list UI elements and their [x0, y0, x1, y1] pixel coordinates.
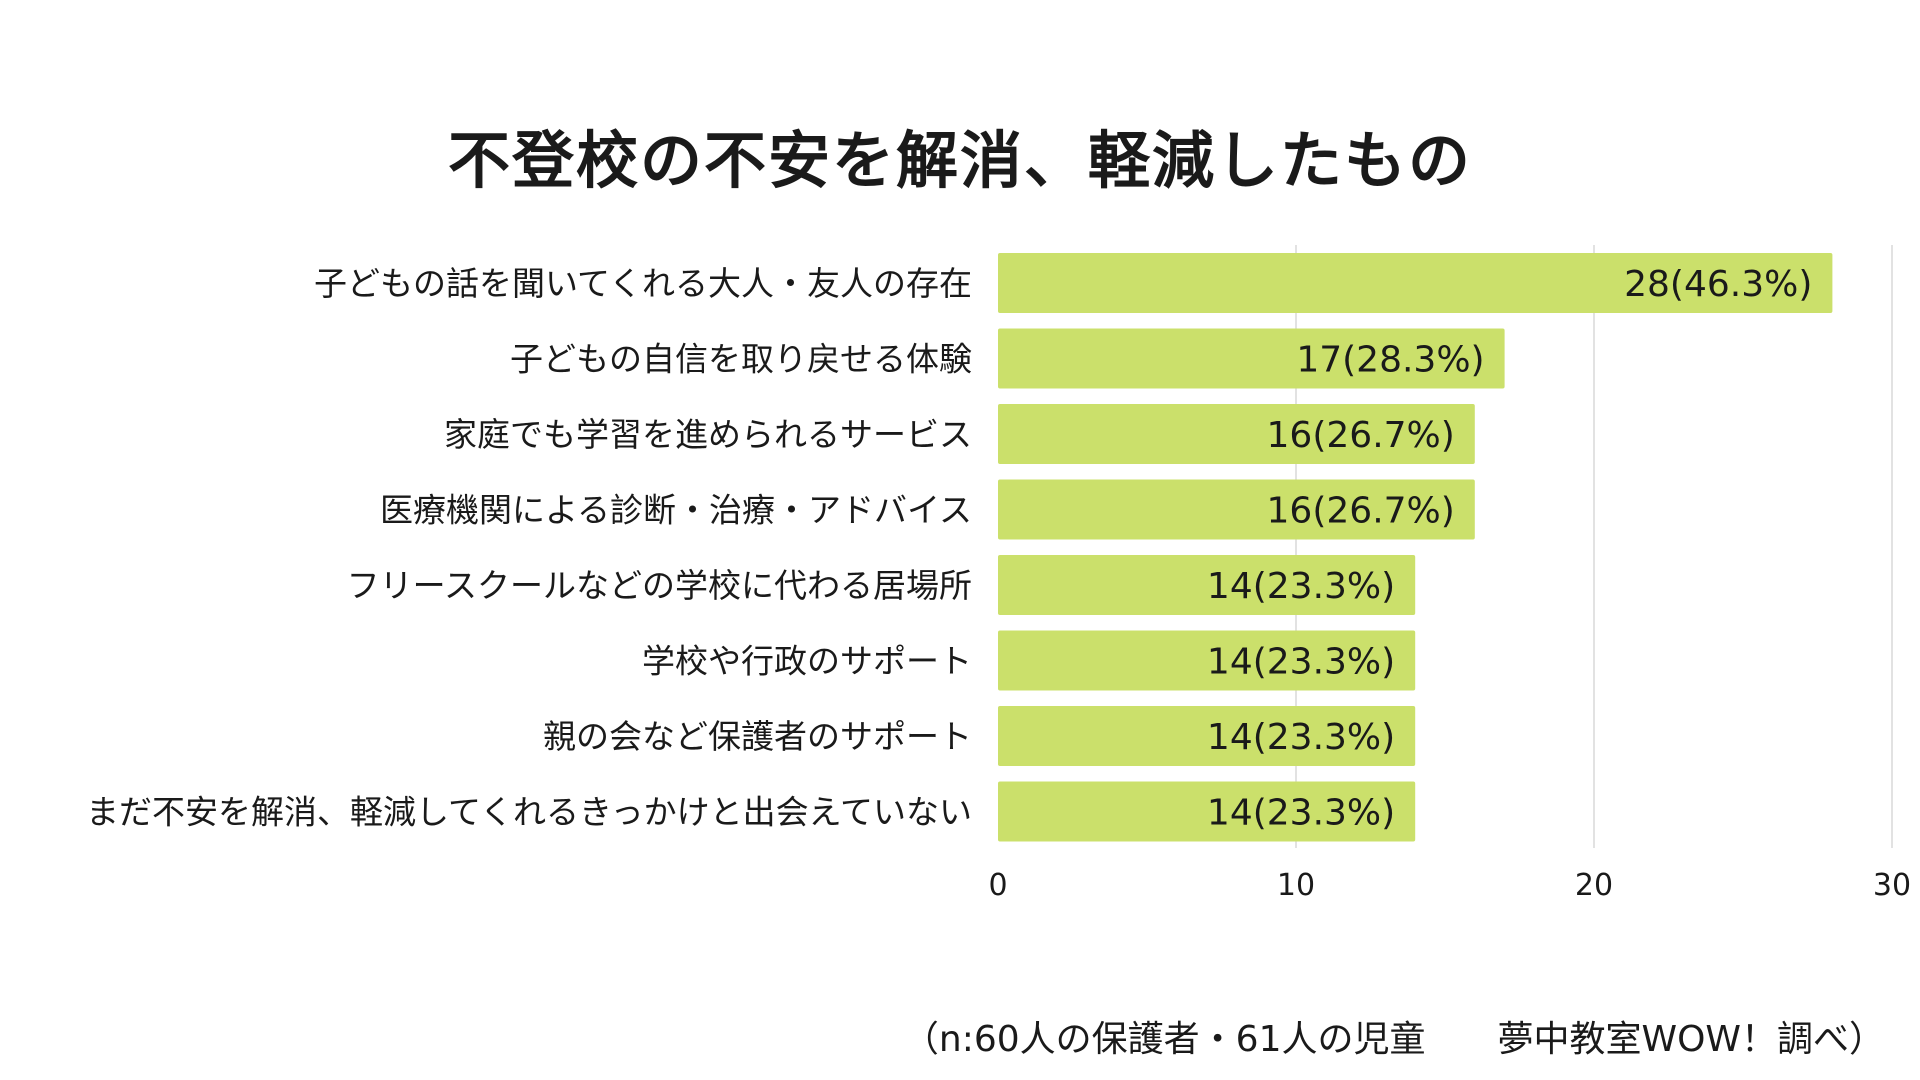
category-label: 親の会など保護者のサポート	[543, 717, 972, 756]
data-label: 14(23.3%)	[1207, 717, 1395, 758]
bar	[998, 555, 1416, 615]
bar	[998, 328, 1505, 389]
bar	[998, 479, 1475, 540]
category-label: 医療機関による診断・治療・アドバイス	[380, 491, 972, 530]
category-label: 家庭でも学習を進められるサービス	[444, 415, 972, 454]
chart-title: 不登校の不安を解消、軽減したもの	[447, 124, 1472, 197]
category-label: 子どもの話を聞いてくれる大人・友人の存在	[314, 264, 972, 303]
bar	[998, 253, 1833, 313]
category-label: 子どもの自信を取り戻せる体験	[510, 340, 972, 379]
category-labels: 子どもの話を聞いてくれる大人・友人の存在子どもの自信を取り戻せる体験家庭でも学習…	[86, 264, 972, 832]
data-label: 28(46.3%)	[1624, 264, 1812, 305]
data-label: 14(23.3%)	[1207, 642, 1395, 683]
category-label: 学校や行政のサポート	[642, 642, 972, 681]
bars	[998, 253, 1833, 842]
value-labels: 28(46.3%) 17(28.3%) 16(26.7%) 16(26.7%) 14(2…	[1207, 264, 1812, 834]
x-tick-label: 0	[988, 868, 1007, 903]
footnote: （n:60人の保護者・61人の児童 夢中教室WOW！調べ）	[902, 1019, 1885, 1060]
category-label: フリースクールなどの学校に代わる居場所	[347, 566, 972, 605]
data-label: 14(23.3%)	[1207, 793, 1395, 834]
bar	[998, 404, 1475, 464]
category-label: まだ不安を解消、軽減してくれるきっかけと出会えていない	[86, 793, 972, 832]
bar	[998, 706, 1416, 766]
data-label: 17(28.3%)	[1296, 340, 1484, 381]
x-axis-ticks: 0 10 20 30	[988, 868, 1911, 903]
bar	[998, 630, 1416, 691]
bar	[998, 781, 1416, 842]
data-label: 14(23.3%)	[1207, 566, 1395, 607]
x-tick-label: 20	[1575, 868, 1613, 903]
data-label: 16(26.7%)	[1267, 491, 1455, 532]
data-label: 16(26.7%)	[1267, 415, 1455, 456]
x-tick-label: 10	[1277, 868, 1315, 903]
x-tick-label: 30	[1873, 868, 1911, 903]
